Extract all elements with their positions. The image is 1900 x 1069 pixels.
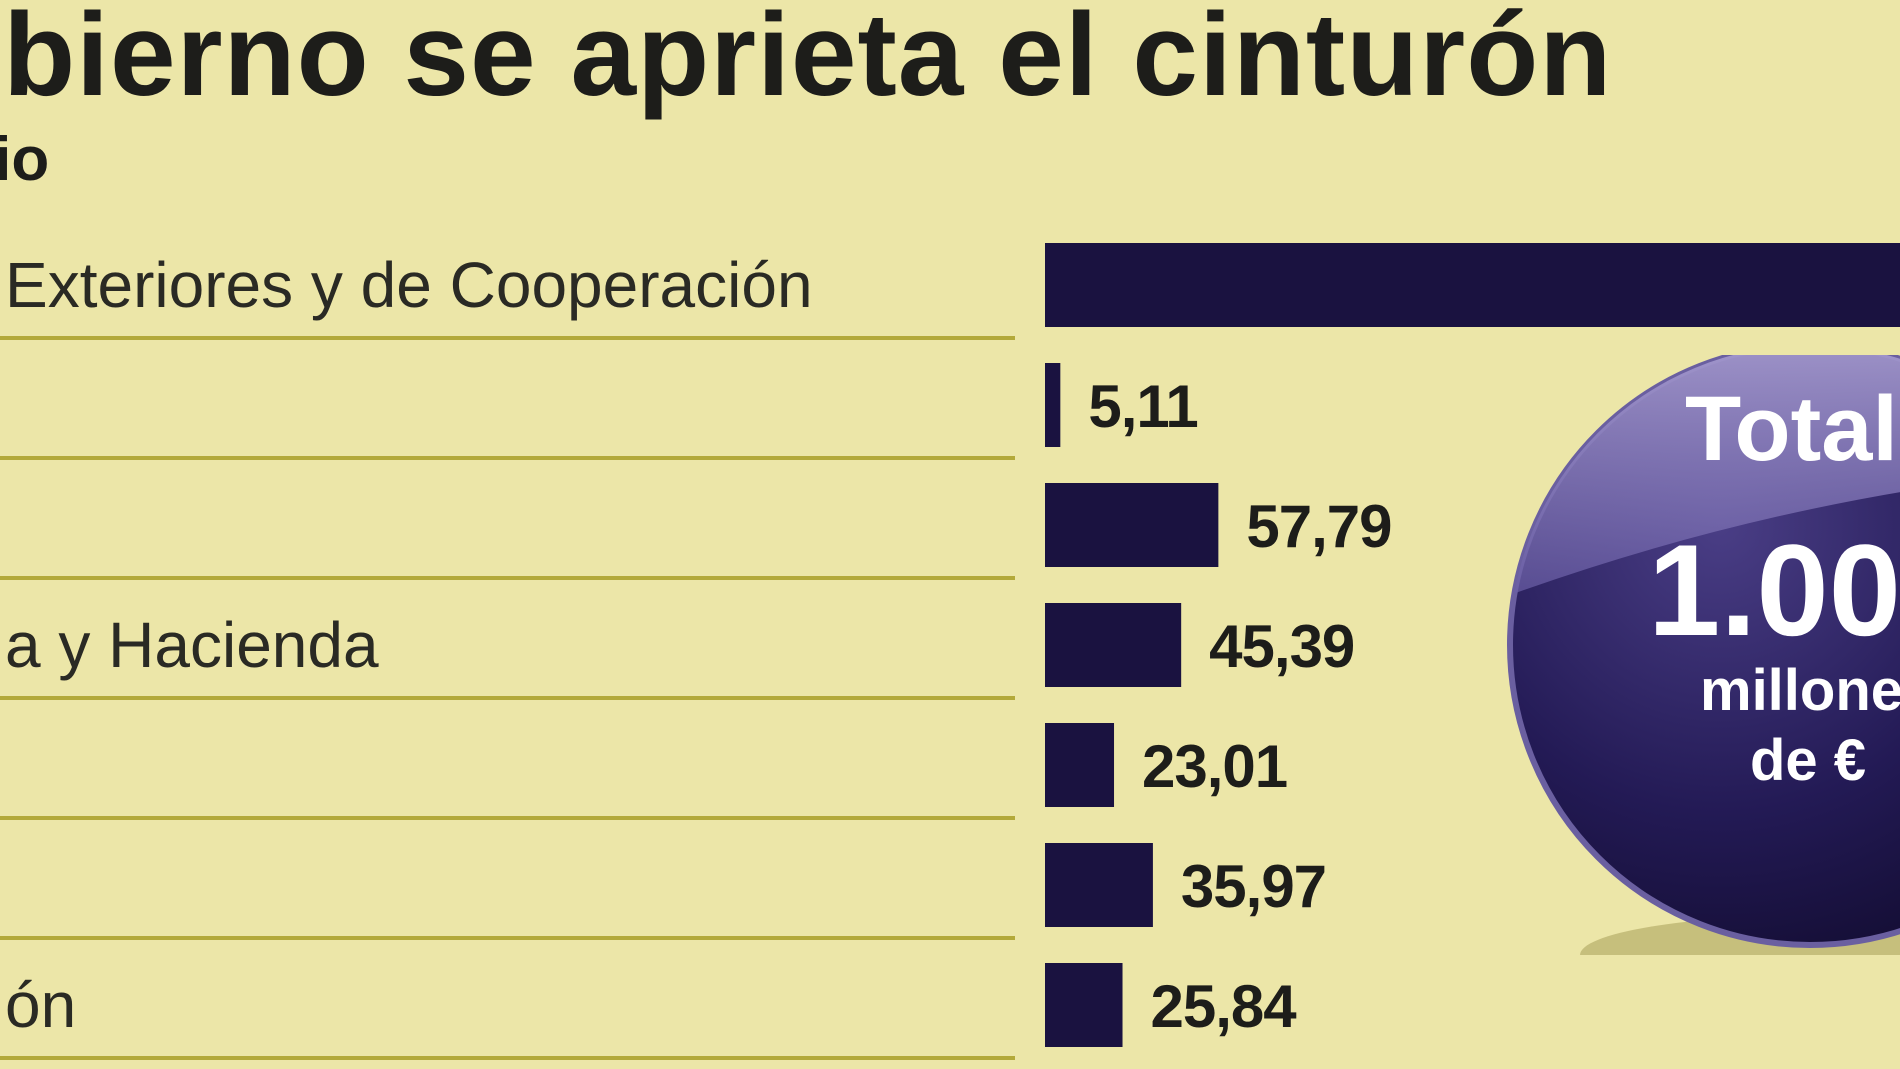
value-label: 23,01 — [1142, 733, 1287, 800]
total-unit-line2: de € — [1750, 728, 1866, 793]
chart-subtitle: rio — [0, 125, 50, 194]
value-label: 35,97 — [1181, 853, 1326, 920]
total-unit-line1: millones — [1700, 658, 1900, 723]
bar — [1045, 603, 1182, 687]
bar — [1045, 723, 1115, 807]
bar — [1045, 363, 1061, 447]
value-label: 45,39 — [1209, 613, 1354, 680]
value-label: 5,11 — [1088, 373, 1197, 440]
value-label: 25,84 — [1151, 973, 1298, 1040]
bar — [1045, 963, 1123, 1047]
total-label: Total — [1685, 378, 1898, 480]
bar — [1045, 483, 1219, 567]
total-value: 1.000 — [1648, 517, 1900, 663]
bar — [1045, 843, 1153, 927]
category-label: ón — [5, 969, 76, 1041]
bar — [1045, 243, 1900, 327]
category-label: Exteriores y de Cooperación — [5, 249, 813, 321]
total-badge: Total 1.000 millones de € — [1507, 355, 1900, 955]
category-label: a y Hacienda — [5, 609, 379, 681]
value-label: 57,79 — [1246, 493, 1391, 560]
chart-title: obierno se aprieta el cinturón — [0, 0, 1613, 121]
